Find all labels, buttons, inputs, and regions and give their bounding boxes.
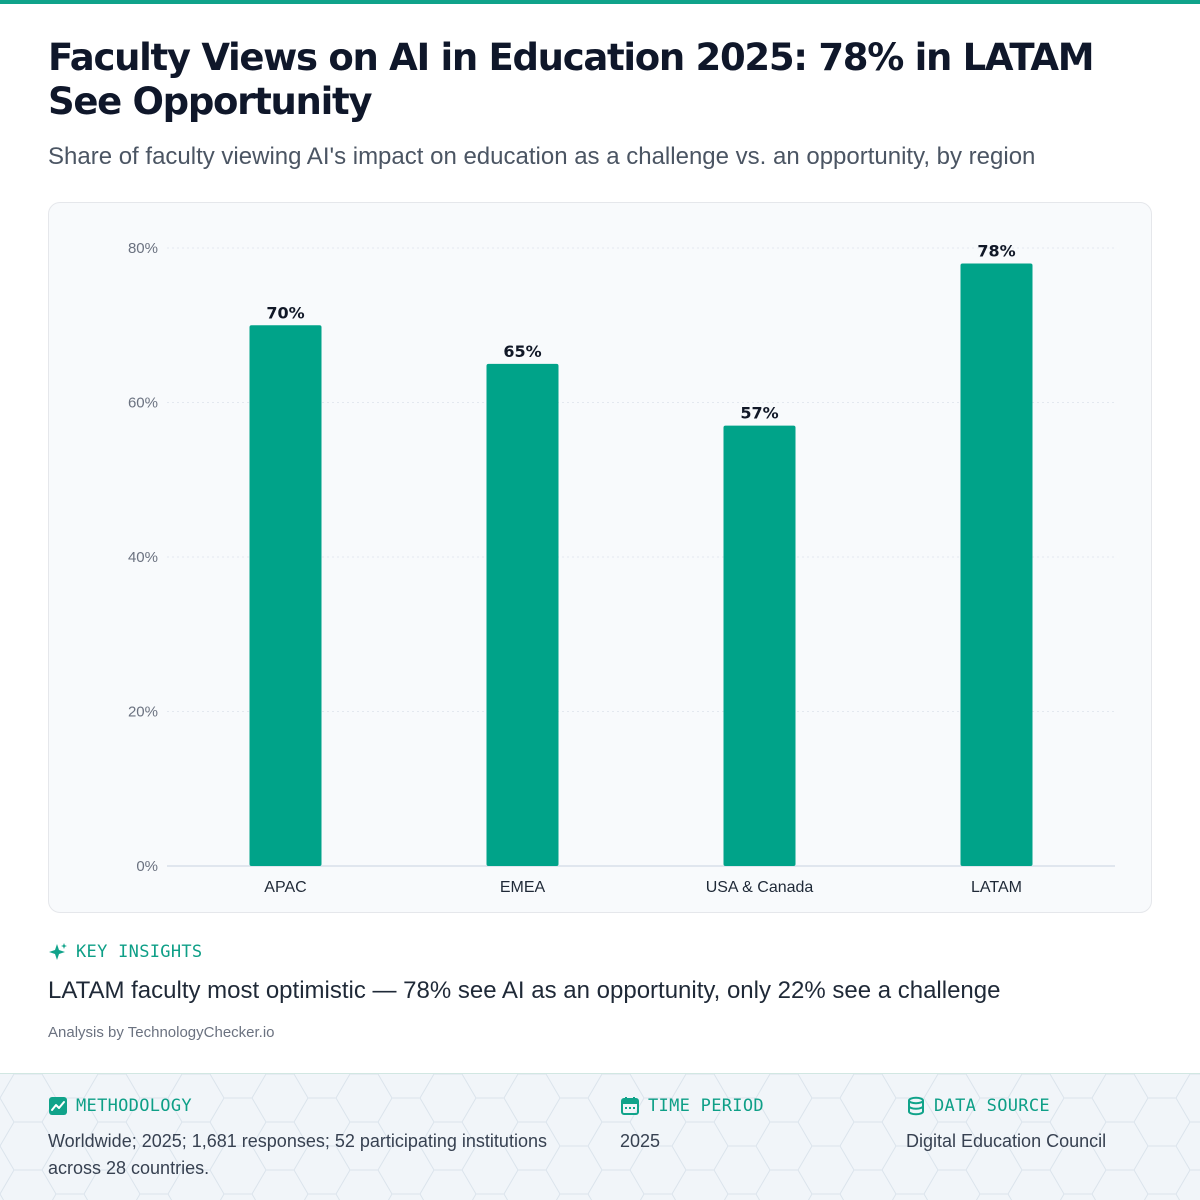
database-icon	[908, 1096, 924, 1116]
bar-chart: 0% 20% 40% 60% 80% 70% APAC 65% EMEA 57% USA & Can…	[128, 240, 1115, 896]
y-tick-label: 40%	[128, 549, 158, 566]
chart-line-icon	[49, 1097, 67, 1115]
page-subtitle: Share of faculty viewing AI's impact on …	[48, 143, 1036, 170]
data-source-section: DATA SOURCE Digital Education Council	[906, 1096, 1176, 1155]
bar-value-label: 57%	[740, 404, 778, 423]
time-period-section: TIME PERIOD 2025	[620, 1096, 870, 1155]
key-insights-label: KEY INSIGHTS	[76, 942, 203, 962]
analysis-credit: Analysis by TechnologyChecker.io	[48, 1024, 275, 1041]
methodology-text: Worldwide; 2025; 1,681 responses; 52 par…	[48, 1131, 547, 1178]
bar-value-label: 65%	[503, 342, 541, 361]
time-period-label: TIME PERIOD	[648, 1096, 764, 1116]
y-tick-label: 20%	[128, 704, 158, 721]
x-tick-label: APAC	[264, 879, 306, 896]
key-insights-text: LATAM faculty most optimistic — 78% see …	[48, 977, 1001, 1004]
bar	[723, 425, 796, 866]
calendar-icon	[621, 1097, 639, 1115]
time-period-text: 2025	[620, 1131, 661, 1151]
footer-panel: METHODOLOGY Worldwide; 2025; 1,681 respo…	[0, 1073, 1200, 1200]
data-source-text: Digital Education Council	[906, 1131, 1107, 1151]
bar	[960, 263, 1033, 866]
key-insights-heading: KEY INSIGHTS	[48, 942, 202, 962]
hexagon-pattern	[0, 1074, 1200, 1200]
y-tick-label: 0%	[136, 858, 158, 875]
chart-card: 0% 20% 40% 60% 80% 70% APAC 65% EMEA 57% USA & Can…	[48, 202, 1152, 913]
y-tick-label: 80%	[128, 240, 158, 257]
page-title: Faculty Views on AI in Education 2025: 7…	[48, 36, 1095, 123]
top-accent-rule	[0, 0, 1200, 4]
bar-value-label: 70%	[266, 303, 304, 322]
sparkle-icon	[49, 943, 67, 960]
x-tick-label: USA & Canada	[706, 879, 814, 896]
bar-value-label: 78%	[977, 241, 1015, 260]
bar	[486, 363, 559, 866]
methodology-label: METHODOLOGY	[76, 1096, 192, 1116]
bar	[249, 325, 322, 866]
methodology-section: METHODOLOGY Worldwide; 2025; 1,681 respo…	[48, 1096, 588, 1182]
data-source-label: DATA SOURCE	[934, 1096, 1050, 1116]
x-tick-label: EMEA	[500, 879, 546, 896]
x-tick-label: LATAM	[971, 879, 1022, 896]
y-tick-label: 60%	[128, 395, 158, 412]
